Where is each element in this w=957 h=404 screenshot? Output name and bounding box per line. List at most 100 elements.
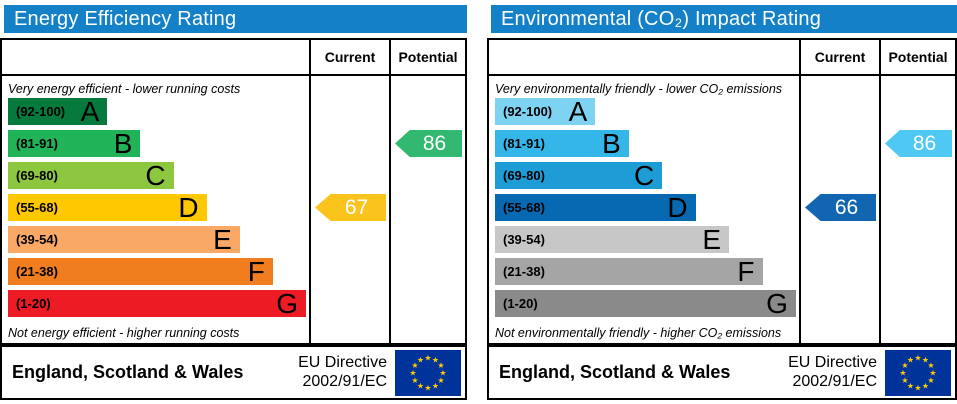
eu-directive-line2: 2002/91/EC [792,372,877,390]
eu-star-icon: ★ [901,361,908,370]
band-range: (1-20) [16,296,51,311]
band-letter: B [602,127,621,159]
eu-star-icon: ★ [432,355,439,364]
band-range: (39-54) [503,232,545,247]
current-rating-marker: 66 [805,194,876,221]
band-letter: E [702,223,722,255]
top-caption: Very environmentally friendly - lower CO… [495,82,783,96]
eu-star-icon: ★ [424,383,431,392]
co2-bands: (92-100) A (81-91) B (69-80) C (55-68) D (39-54)… [495,95,799,319]
band-c: (69-80) C [8,161,174,189]
eu-star-icon: ★ [914,383,921,392]
energy-current-column: 67 [309,76,389,343]
potential-rating-marker: 86 [395,130,462,157]
eu-star-icon: ★ [439,368,446,377]
co2-panel-title: Environmental (CO₂) Impact Rating [491,5,957,33]
band-letter: G [276,287,298,319]
header-spacer [489,40,799,76]
co2-current-column: 66 [799,76,879,343]
energy-bands-column: Very energy efficient - lower running co… [2,76,309,343]
band-f: (21-38) F [495,257,763,285]
band-e: (39-54) E [8,225,240,253]
eu-star-icon: ★ [417,355,424,364]
band-d: (55-68) D [8,191,207,223]
eu-star-icon: ★ [907,355,914,364]
band-d: (55-68) D [495,191,696,223]
band-range: (21-38) [503,264,545,279]
eu-star-icon: ★ [417,381,424,390]
co2-bands-column: Very environmentally friendly - lower CO… [489,76,799,343]
column-header-current: Current [799,40,879,76]
band-range: (81-91) [16,136,58,151]
eu-star-icon: ★ [927,376,934,385]
energy-potential-column: 86 [389,76,465,343]
current-rating-marker: 67 [315,194,386,221]
region-label: England, Scotland & Wales [12,362,244,382]
region-label: England, Scotland & Wales [499,362,731,382]
eu-star-icon: ★ [901,376,908,385]
band-letter: A [568,95,588,127]
eu-star-icon: ★ [922,381,929,390]
band-range: (39-54) [16,232,58,247]
eu-star-icon: ★ [929,368,936,377]
potential-rating-marker: 86 [885,130,952,157]
co2-impact-panel: Environmental (CO₂) Impact Rating Curren… [487,5,957,400]
bottom-caption: Not energy efficient - higher running co… [8,326,240,340]
top-caption: Very energy efficient - lower running co… [8,82,241,96]
band-range: (69-80) [503,168,545,183]
band-g: (1-20) G [495,287,796,319]
band-range: (55-68) [503,200,545,215]
band-range: (81-91) [503,136,545,151]
energy-rating-table: Current Potential Very energy efficient … [0,38,467,345]
co2-footer: England, Scotland & Wales EU Directive 2… [487,345,957,400]
energy-bands: (92-100) A (81-91) B (69-80) C (55-68) D (39-54)… [8,95,309,319]
eu-star-icon: ★ [914,353,921,362]
band-range: (55-68) [16,200,58,215]
eu-star-icon: ★ [437,361,444,370]
eu-directive-label: EU Directive 2002/91/EC [298,354,395,392]
band-letter: D [178,191,199,223]
co2-rating-table: Current Potential Very environmentally f… [487,38,957,345]
eu-directive-line1: EU Directive [298,353,387,371]
column-header-potential: Potential [389,40,465,76]
band-range: (69-80) [16,168,58,183]
energy-footer: England, Scotland & Wales EU Directive 2… [0,345,467,400]
bottom-caption: Not environmentally friendly - higher CO… [495,326,782,340]
band-letter: C [633,159,655,191]
eu-star-icon: ★ [424,353,431,362]
band-b: (81-91) B [8,129,141,157]
eu-star-icon: ★ [922,355,929,364]
band-range: (21-38) [16,264,58,279]
energy-efficiency-panel: Energy Efficiency Rating Current Potenti… [0,5,467,400]
eu-star-icon: ★ [437,376,444,385]
eu-directive-label: EU Directive 2002/91/EC [788,354,885,392]
band-letter: D [667,191,688,223]
band-letter: G [766,287,788,319]
column-header-current: Current [309,40,389,76]
band-range: (92-100) [16,104,66,119]
eu-star-icon: ★ [907,381,914,390]
band-c: (69-80) C [495,159,663,191]
eu-star-icon: ★ [411,376,418,385]
band-b: (81-91) B [495,127,629,159]
eu-directive-line2: 2002/91/EC [302,372,387,390]
eu-directive-line1: EU Directive [788,353,877,371]
eu-star-icon: ★ [432,381,439,390]
band-f: (21-38) F [8,257,273,285]
header-spacer [2,40,309,76]
eu-star-icon: ★ [927,361,934,370]
co2-potential-column: 86 [879,76,955,343]
eu-star-icon: ★ [899,368,906,377]
band-g: (1-20) G [8,287,306,319]
band-range: (92-100) [503,104,553,119]
band-e: (39-54) E [495,223,730,255]
band-letter: A [80,95,100,127]
eu-flag-icon: ★ ★★★★★★★★★★★ [395,349,461,396]
band-a: (92-100) A [495,95,596,127]
band-a: (92-100) A [8,95,108,127]
eu-star-icon: ★ [411,361,418,370]
band-range: (1-20) [503,296,538,311]
column-header-potential: Potential [879,40,955,76]
energy-panel-title: Energy Efficiency Rating [4,5,467,33]
